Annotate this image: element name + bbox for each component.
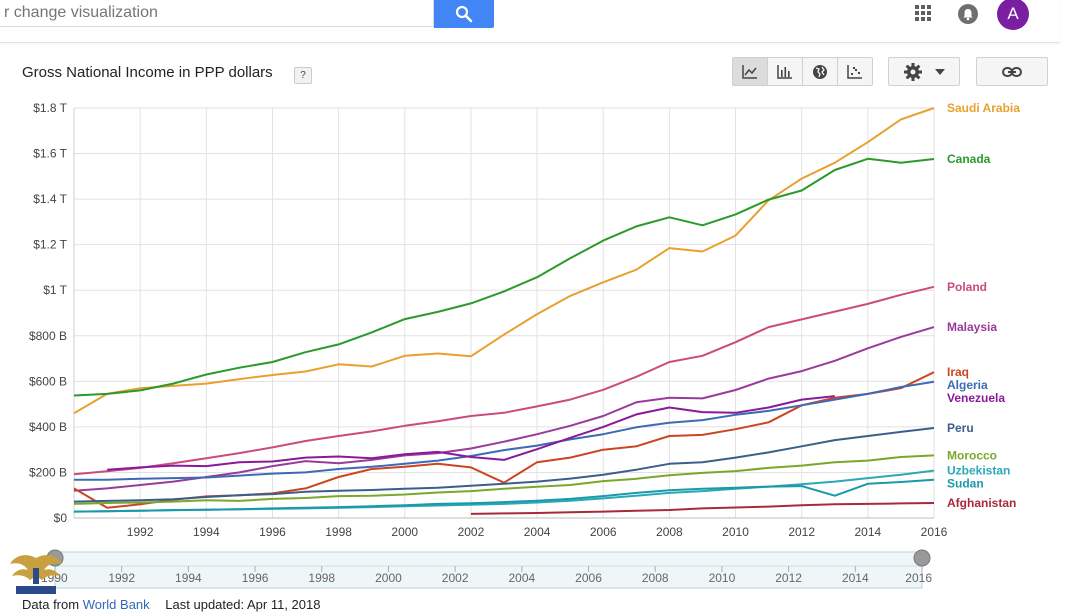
timeline-label: 1998 [308,571,335,585]
scatter-chart-icon [847,64,862,79]
timeline-label: 2010 [709,571,736,585]
timeline-label: 1994 [175,571,202,585]
map-chart-button[interactable] [803,58,838,85]
last-updated: Last updated: Apr 11, 2018 [165,597,321,612]
watermark-emblem [10,555,62,594]
timeline-label: 2002 [442,571,469,585]
dropdown-arrow-icon [935,68,945,75]
link-icon [1002,66,1022,77]
timeline-label: 1996 [242,571,269,585]
settings-button[interactable] [888,57,960,86]
timeline-label: 1992 [108,571,135,585]
timeline-label: 2008 [642,571,669,585]
footer: Data from World Bank Last updated: Apr 1… [22,597,320,612]
timeline-label: 2012 [775,571,802,585]
timeline-label: 2000 [375,571,402,585]
timeline-label: 2014 [842,571,869,585]
timeline-label: 2006 [575,571,602,585]
search-icon [455,5,473,23]
chart-type-switcher [732,57,873,86]
line-chart-icon [742,64,757,79]
search-input[interactable] [0,0,434,27]
globe-icon [813,64,827,79]
top-bar: A [0,0,1060,43]
bar-chart-button[interactable] [768,58,803,85]
timeline-label: 2004 [508,571,535,585]
line-chart-button[interactable] [733,58,768,85]
link-button[interactable] [976,57,1048,86]
notifications-bell-icon[interactable] [958,4,978,24]
timeline-label: 2016 [905,571,932,585]
bell-icon [963,9,973,21]
bar-chart-icon [777,64,792,79]
chart-title: Gross National Income in PPP dollars [22,64,273,81]
source-link[interactable]: World Bank [82,597,150,612]
source-prefix: Data from [22,597,80,612]
scatter-chart-button[interactable] [838,58,872,85]
help-button[interactable]: ? [294,67,312,84]
apps-grid-icon[interactable] [915,5,931,21]
account-avatar[interactable]: A [997,0,1029,30]
search-button[interactable] [434,0,494,28]
timeline-end-handle[interactable] [913,549,931,567]
gear-icon [904,62,922,81]
